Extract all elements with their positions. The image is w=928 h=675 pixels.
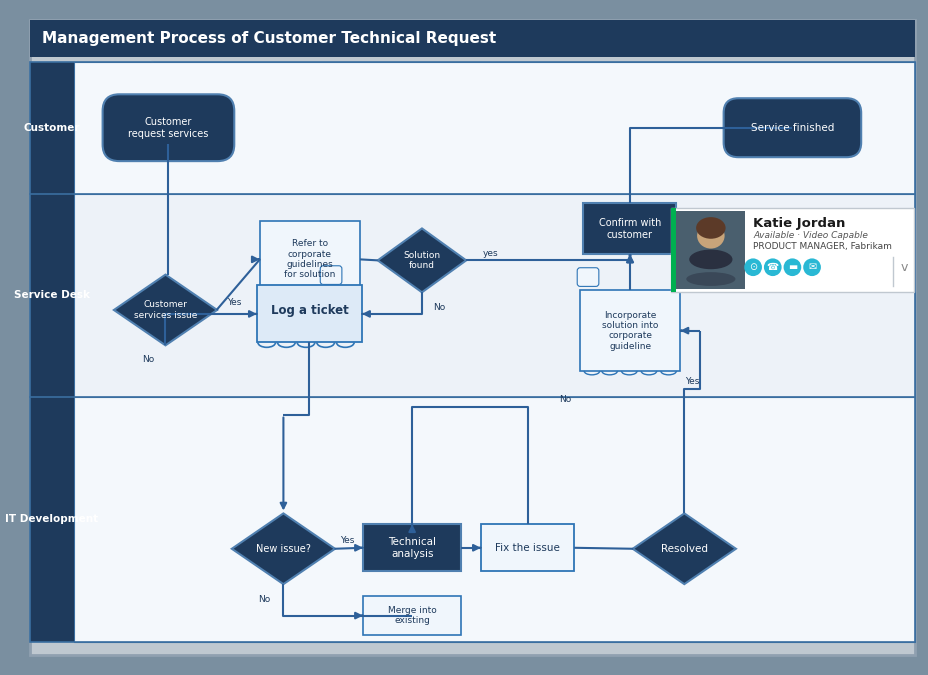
- Bar: [30, 20, 914, 57]
- FancyBboxPatch shape: [320, 266, 342, 284]
- Polygon shape: [632, 514, 735, 584]
- Ellipse shape: [689, 250, 731, 269]
- Bar: [363, 524, 461, 571]
- Bar: [30, 194, 74, 397]
- Bar: [670, 209, 913, 292]
- Text: Service Desk: Service Desk: [14, 290, 90, 300]
- Text: ✉: ✉: [807, 263, 816, 272]
- Text: No: No: [433, 303, 445, 312]
- Text: ⊙: ⊙: [748, 263, 756, 272]
- Ellipse shape: [696, 223, 724, 248]
- FancyBboxPatch shape: [723, 99, 860, 157]
- Text: Merge into
existing: Merge into existing: [387, 606, 436, 625]
- Bar: [670, 209, 676, 292]
- Bar: [30, 62, 74, 194]
- Text: Resolved: Resolved: [660, 544, 707, 554]
- Text: yes: yes: [483, 249, 498, 258]
- Bar: [580, 290, 679, 371]
- Text: v: v: [900, 261, 908, 274]
- Bar: [74, 62, 914, 194]
- Bar: [676, 211, 744, 289]
- Ellipse shape: [695, 217, 725, 239]
- Text: IT Development: IT Development: [6, 514, 98, 524]
- Text: New issue?: New issue?: [256, 544, 311, 554]
- Text: Yes: Yes: [226, 298, 241, 306]
- Text: Customer
request services: Customer request services: [128, 117, 209, 138]
- Text: PRODUCT MANAGER, Fabrikam: PRODUCT MANAGER, Fabrikam: [753, 242, 891, 251]
- Text: Customer: Customer: [24, 123, 80, 133]
- Text: Yes: Yes: [340, 537, 354, 545]
- Bar: [260, 221, 360, 298]
- Bar: [583, 203, 676, 254]
- Text: Fix the issue: Fix the issue: [495, 543, 560, 553]
- Text: Customer
services issue: Customer services issue: [134, 300, 197, 320]
- Text: No: No: [142, 354, 154, 364]
- Circle shape: [743, 259, 761, 276]
- Bar: [74, 194, 914, 397]
- Text: Management Process of Customer Technical Request: Management Process of Customer Technical…: [42, 31, 496, 46]
- Circle shape: [763, 259, 780, 276]
- Text: ☎: ☎: [766, 263, 778, 272]
- Bar: [30, 62, 914, 642]
- Polygon shape: [232, 514, 335, 584]
- Circle shape: [782, 259, 800, 276]
- FancyBboxPatch shape: [102, 95, 234, 161]
- Circle shape: [803, 259, 820, 276]
- Polygon shape: [114, 275, 217, 346]
- Text: Confirm with
customer: Confirm with customer: [598, 218, 660, 240]
- Text: Service finished: Service finished: [750, 123, 833, 133]
- Bar: [257, 286, 362, 342]
- Text: Solution
found: Solution found: [403, 250, 440, 270]
- Bar: [74, 397, 914, 642]
- Text: No: No: [559, 396, 571, 404]
- Text: No: No: [257, 595, 270, 604]
- Ellipse shape: [686, 272, 735, 286]
- Text: Katie Jordan: Katie Jordan: [753, 217, 844, 230]
- Text: Available · Video Capable: Available · Video Capable: [753, 232, 867, 240]
- Text: Refer to
corporate
guidelines
for solution: Refer to corporate guidelines for soluti…: [284, 239, 335, 279]
- Text: ▬: ▬: [787, 263, 796, 272]
- Text: Incorporate
solution into
corporate
guideline: Incorporate solution into corporate guid…: [601, 310, 658, 351]
- Bar: [363, 596, 461, 635]
- Text: Yes: Yes: [684, 377, 699, 385]
- Bar: [30, 397, 74, 642]
- Text: Technical
analysis: Technical analysis: [388, 537, 435, 559]
- Polygon shape: [378, 228, 466, 292]
- Text: Log a ticket: Log a ticket: [270, 304, 348, 317]
- Bar: [481, 524, 574, 571]
- FancyBboxPatch shape: [576, 268, 599, 286]
